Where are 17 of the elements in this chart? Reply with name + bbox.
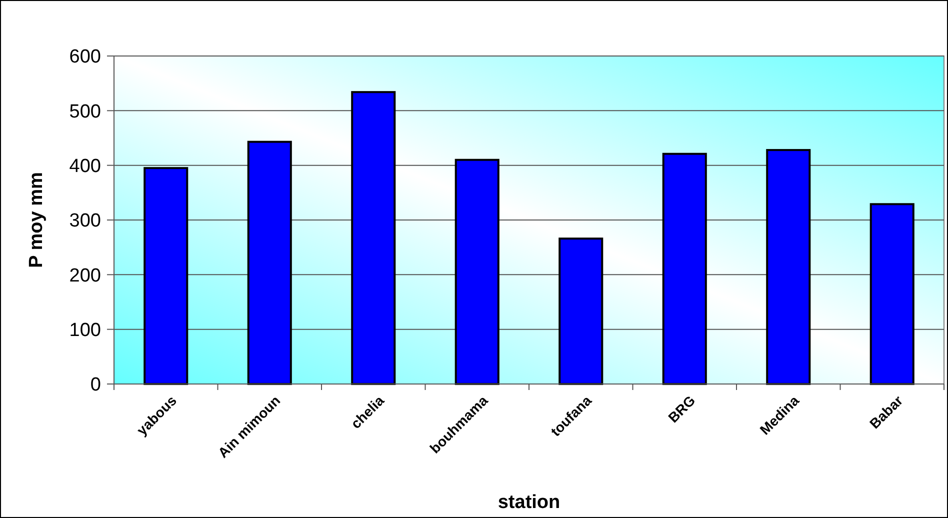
y-tick-label: 300 (69, 210, 101, 232)
y-tick-label: 600 (69, 46, 101, 68)
bar (870, 203, 914, 385)
bar (558, 238, 604, 385)
y-tick-label: 200 (69, 265, 101, 286)
bar (454, 158, 500, 385)
y-tick-label: 0 (90, 374, 101, 396)
bar (662, 152, 707, 385)
bar (144, 167, 188, 385)
y-tick-label: 100 (69, 320, 101, 341)
x-axis-title: station (498, 492, 560, 513)
bar (247, 140, 292, 385)
bar (351, 91, 396, 385)
y-tick-label: 500 (69, 101, 101, 122)
bar (766, 149, 811, 385)
y-axis-title: P moy mm (26, 172, 47, 268)
y-tick-label: 400 (69, 156, 101, 177)
